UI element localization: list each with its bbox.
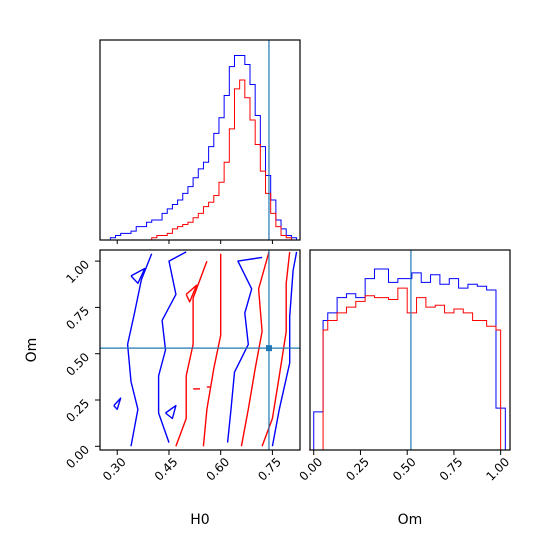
contour-series-1-line-4 — [185, 284, 198, 303]
om-bottom-xtick-label-3: 0.75 — [437, 455, 466, 484]
contour-series-0-line-1 — [157, 251, 187, 443]
contour-series-1-line-3 — [261, 251, 291, 447]
contour-lines — [113, 251, 298, 447]
h0-marginal-panel — [99, 39, 301, 244]
h0-hist-series-0 — [100, 55, 298, 241]
om-axis-label-left: Om — [24, 338, 40, 363]
h0-xtick-label-2: 0.60 — [203, 455, 232, 484]
om-bottom-xtick-label-4: 1.00 — [483, 455, 512, 484]
om-ytick-label-3: 0.75 — [63, 304, 92, 333]
h0-hist-series-1 — [100, 79, 297, 241]
h0-axis-label: H0 — [190, 512, 209, 528]
om-axis-label-bottom: Om — [398, 512, 423, 528]
om-bottom-xtick-label-2: 0.50 — [390, 455, 419, 484]
om-bottom-xtick-label-1: 0.25 — [343, 455, 372, 484]
h0-xtick-label-0: 0.30 — [100, 455, 129, 484]
contour-series-0-line-2 — [226, 256, 263, 443]
om-bottom-xtick-label-0: 0.00 — [297, 455, 326, 484]
h0-marginal-frame — [99, 39, 301, 241]
contour-series-1-line-1 — [202, 253, 222, 447]
om-ytick-label-1: 0.25 — [63, 396, 92, 425]
h0-xtick-label-3: 0.75 — [255, 455, 284, 484]
contour-series-1-line-0 — [175, 260, 208, 447]
om-hist-series-0 — [309, 268, 510, 451]
om-hist-series-1 — [309, 287, 510, 451]
om-marginal-panel: 0.00 0.25 0.50 0.75 1.00 — [297, 249, 512, 484]
contour-series-0-line-3 — [271, 251, 298, 447]
om-ytick-label-4: 1.00 — [63, 257, 92, 286]
h0-om-contour-panel: 0.30 0.45 0.60 0.75 0.00 0.25 0.50 0.75 1.00 — [63, 249, 301, 484]
om-ytick-label-2: 0.50 — [63, 350, 92, 379]
contour-series-1-line-2 — [240, 251, 270, 447]
contour-frame — [99, 249, 301, 451]
om-ytick-label-0: 0.00 — [63, 443, 92, 472]
h0-xtick-label-1: 0.45 — [152, 455, 181, 484]
contour-series-0-line-4 — [113, 397, 122, 410]
contour-series-0-line-6 — [165, 404, 177, 420]
om-marginal-frame — [309, 249, 511, 451]
truth-point-marker — [265, 345, 272, 352]
contour-series-0-line-0 — [126, 253, 153, 447]
contour-series-0-line-5 — [130, 267, 146, 284]
